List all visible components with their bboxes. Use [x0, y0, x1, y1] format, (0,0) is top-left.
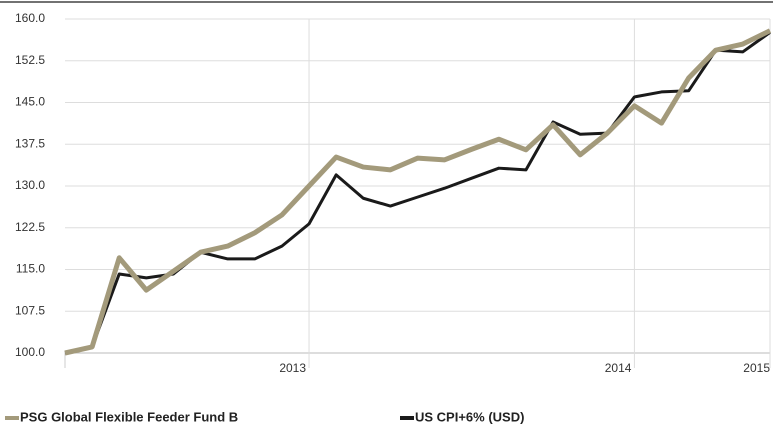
- x-tick-label: 2014: [605, 361, 632, 375]
- y-tick-label: 145.0: [15, 95, 45, 109]
- x-tick-label: 2013: [279, 361, 306, 375]
- series-line: [64, 31, 771, 355]
- legend-text: PSG Global Flexible Feeder Fund B: [20, 409, 238, 424]
- x-tick-label: 2015: [743, 361, 770, 375]
- y-tick-label: 152.5: [15, 53, 45, 67]
- series-line: [64, 28, 772, 356]
- y-tick-label: 107.5: [15, 303, 45, 317]
- legend-swatch: [400, 416, 414, 420]
- y-tick-label: 115.0: [16, 262, 45, 276]
- y-tick-label: 160.0: [15, 11, 45, 25]
- legend-text: US CPI+6% (USD): [415, 409, 524, 424]
- legend-swatch: [5, 416, 19, 420]
- y-tick-label: 137.5: [15, 136, 45, 150]
- y-tick-label: 130.0: [15, 178, 45, 192]
- y-tick-label: 100.0: [15, 345, 45, 359]
- y-tick-label: 122.5: [15, 220, 45, 234]
